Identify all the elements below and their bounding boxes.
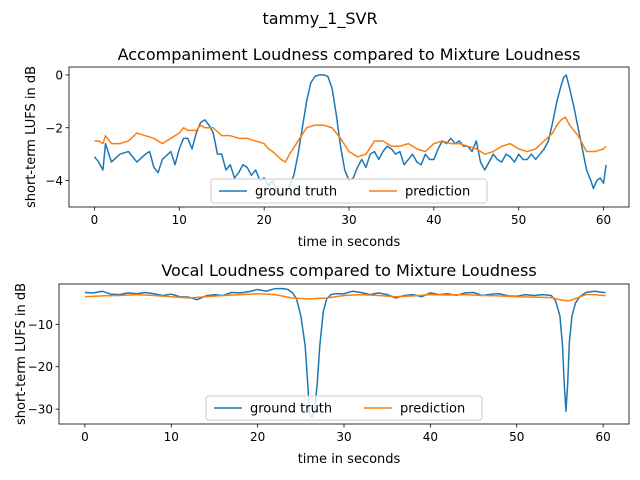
- accompaniment-chart-title: Accompaniment Loudness compared to Mixtu…: [118, 45, 581, 64]
- accompaniment-x-tick-label: 10: [172, 213, 187, 227]
- vocal-legend-box: [205, 395, 483, 421]
- accompaniment-y-tick-label: 0: [55, 68, 63, 82]
- vocal-series-prediction-line: [84, 293, 606, 302]
- accompaniment-y-label: short-term LUFS in dB: [24, 66, 39, 208]
- vocal-y-label: short-term LUFS in dB: [14, 283, 29, 425]
- accompaniment-legend-prediction-label: prediction: [405, 185, 470, 200]
- accompaniment-x-tick-label: 60: [596, 213, 611, 227]
- vocal-legend-ground-truth-label: ground truth: [250, 402, 332, 417]
- vocal-x-tick-label: 50: [509, 430, 524, 444]
- accompaniment-x-tick-label: 50: [511, 213, 526, 227]
- accompaniment-x-label: time in seconds: [298, 235, 401, 250]
- accompaniment-legend-ground-truth-label: ground truth: [255, 185, 337, 200]
- vocal-x-tick-label: 30: [336, 430, 351, 444]
- accompaniment-chart: Accompaniment Loudness compared to Mixtu…: [24, 45, 630, 250]
- accompaniment-legend: ground truth prediction: [210, 178, 488, 204]
- vocal-series-ground-truth-line: [84, 287, 606, 419]
- vocal-y-tick-label: −30: [28, 403, 53, 417]
- vocal-x-tick-label: 40: [423, 430, 438, 444]
- vocal-chart-title: Vocal Loudness compared to Mixture Loudn…: [161, 261, 536, 280]
- vocal-x-tick-label: 60: [595, 430, 610, 444]
- accompaniment-legend-box: [210, 178, 488, 204]
- vocal-x-tick-label: 10: [164, 430, 179, 444]
- accompaniment-x-tick-label: 0: [91, 213, 99, 227]
- vocal-y-tick-label: −20: [28, 360, 53, 374]
- accompaniment-series-prediction-line: [94, 116, 607, 163]
- accompaniment-y-tick-label: −4: [45, 174, 63, 188]
- accompaniment-y-tick-label: −2: [45, 121, 63, 135]
- accompaniment-x-tick-label: 20: [257, 213, 272, 227]
- vocal-x-tick-label: 0: [81, 430, 89, 444]
- vocal-y-tick-label: −10: [28, 318, 53, 332]
- vocal-x-tick-label: 20: [250, 430, 265, 444]
- vocal-x-label: time in seconds: [298, 452, 401, 467]
- accompaniment-series-ground-truth-line: [93, 74, 607, 198]
- vocal-chart: Vocal Loudness compared to Mixture Loudn…: [14, 261, 630, 467]
- vocal-legend-prediction-label: prediction: [400, 402, 465, 417]
- figure-suptitle: tammy_1_SVR: [262, 9, 377, 29]
- vocal-legend: ground truth prediction: [205, 395, 483, 421]
- accompaniment-x-tick-label: 30: [341, 213, 356, 227]
- accompaniment-x-tick-label: 40: [426, 213, 441, 227]
